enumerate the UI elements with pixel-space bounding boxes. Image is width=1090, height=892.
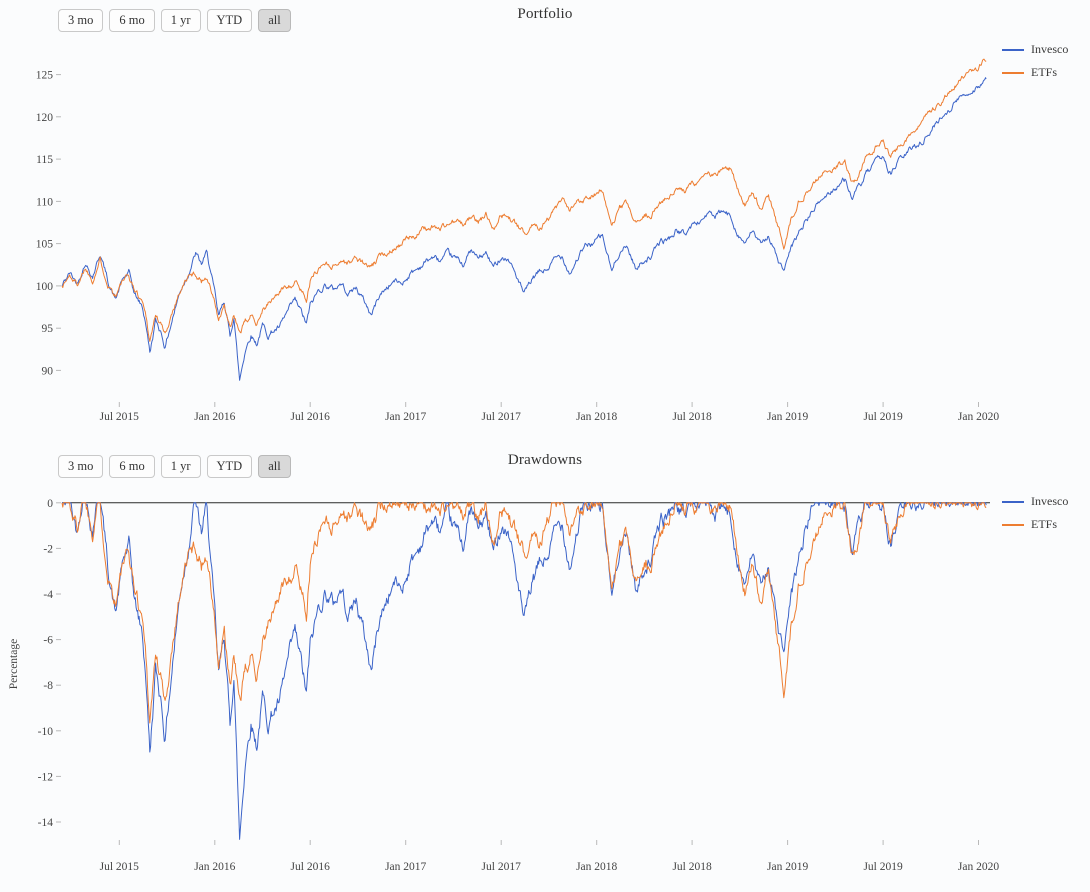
portfolio-plot: 90 95 100 105 110 115 120 125 Jul 2015 Jan 2016 Ju… (36, 58, 999, 423)
y-tick-label: -14 (38, 817, 54, 829)
y-tick-label: 110 (36, 196, 53, 208)
range-button-1yr[interactable]: 1 yr (160, 9, 201, 32)
x-tick-label: Jan 2019 (767, 411, 808, 423)
portfolio-range-buttons: 3 mo 6 mo 1 yr YTD all (58, 9, 291, 32)
y-tick-label: 125 (36, 70, 54, 82)
etfs-line (61, 58, 987, 342)
range-button-3mo[interactable]: 3 mo (58, 9, 104, 32)
range-button-all[interactable]: all (258, 455, 291, 478)
x-tick-label: Jul 2019 (863, 861, 903, 873)
y-tick-label: 105 (36, 239, 54, 251)
drawdowns-chart-section: Drawdowns 3 mo 6 mo 1 yr YTD all Percent… (0, 446, 1090, 892)
legend-item-etfs: ETFs (1002, 65, 1068, 80)
y-tick-label: -10 (38, 726, 54, 738)
x-tick-label: Jul 2017 (482, 411, 522, 423)
invesco-legend-label: Invesco (1031, 42, 1069, 56)
range-button-3mo[interactable]: 3 mo (58, 455, 104, 478)
invesco-line-swatch (1002, 500, 1024, 503)
drawdowns-legend: Invesco ETFs (1002, 494, 1068, 532)
range-button-6mo[interactable]: 6 mo (109, 9, 155, 32)
portfolio-chart-section: Portfolio 3 mo 6 mo 1 yr YTD all 90 95 100… (36, 6, 1069, 423)
x-tick-label: Jan 2017 (385, 411, 426, 423)
range-button-1yr[interactable]: 1 yr (160, 455, 201, 478)
y-tick-label: 90 (42, 365, 54, 377)
x-tick-label: Jan 2019 (767, 861, 808, 873)
y-tick-label: 100 (36, 281, 54, 293)
range-button-ytd[interactable]: YTD (206, 9, 253, 32)
x-tick-label: Jan 2020 (958, 861, 999, 873)
legend-item-invesco: Invesco (1002, 42, 1068, 57)
portfolio-chart-title: Portfolio (517, 6, 573, 22)
y-tick-label: -2 (43, 543, 53, 555)
y-tick-label: 120 (36, 112, 54, 124)
etfs-legend-label: ETFs (1031, 517, 1058, 531)
invesco-legend-label: Invesco (1031, 494, 1069, 508)
etfs-line-swatch (1002, 523, 1024, 526)
y-tick-label: -4 (43, 589, 53, 601)
etfs-legend-label: ETFs (1031, 65, 1058, 79)
invesco-line-swatch (1002, 48, 1024, 51)
portfolio-legend: Invesco ETFs (1002, 42, 1068, 80)
etfs-line (61, 502, 987, 724)
x-tick-label: Jan 2016 (194, 411, 235, 423)
range-button-ytd[interactable]: YTD (206, 455, 253, 478)
x-tick-label: Jul 2016 (291, 411, 331, 423)
x-tick-label: Jul 2019 (863, 411, 903, 423)
drawdowns-range-buttons: 3 mo 6 mo 1 yr YTD all (58, 455, 291, 478)
x-tick-label: Jan 2020 (958, 411, 999, 423)
legend-item-invesco: Invesco (1002, 494, 1068, 509)
x-tick-label: Jan 2018 (576, 411, 617, 423)
x-tick-label: Jan 2018 (576, 861, 617, 873)
y-tick-label: -12 (38, 771, 54, 783)
y-tick-label: -6 (43, 635, 53, 647)
x-tick-label: Jan 2017 (385, 861, 426, 873)
etfs-line-swatch (1002, 71, 1024, 74)
range-button-all[interactable]: all (258, 9, 291, 32)
invesco-line (62, 502, 987, 840)
x-tick-label: Jul 2018 (672, 411, 712, 423)
y-tick-label: 115 (36, 154, 53, 166)
drawdowns-chart-title: Drawdowns (507, 452, 583, 468)
x-tick-label: Jul 2017 (482, 861, 522, 873)
range-button-6mo[interactable]: 6 mo (109, 455, 155, 478)
y-tick-label: -8 (43, 680, 53, 692)
x-tick-label: Jul 2015 (100, 411, 140, 423)
invesco-line (61, 77, 987, 381)
legend-item-etfs: ETFs (1002, 517, 1068, 532)
y-tick-label: 95 (42, 323, 54, 335)
x-tick-label: Jul 2016 (291, 861, 331, 873)
y-tick-label: 0 (47, 498, 53, 510)
x-tick-label: Jan 2016 (194, 861, 235, 873)
drawdowns-plot: 0 -2 -4 -6 -8 -10 -12 -14 Jul 2015 Jan 2016 Jul 20… (38, 498, 1000, 873)
x-tick-label: Jul 2015 (100, 861, 140, 873)
x-tick-label: Jul 2018 (672, 861, 712, 873)
